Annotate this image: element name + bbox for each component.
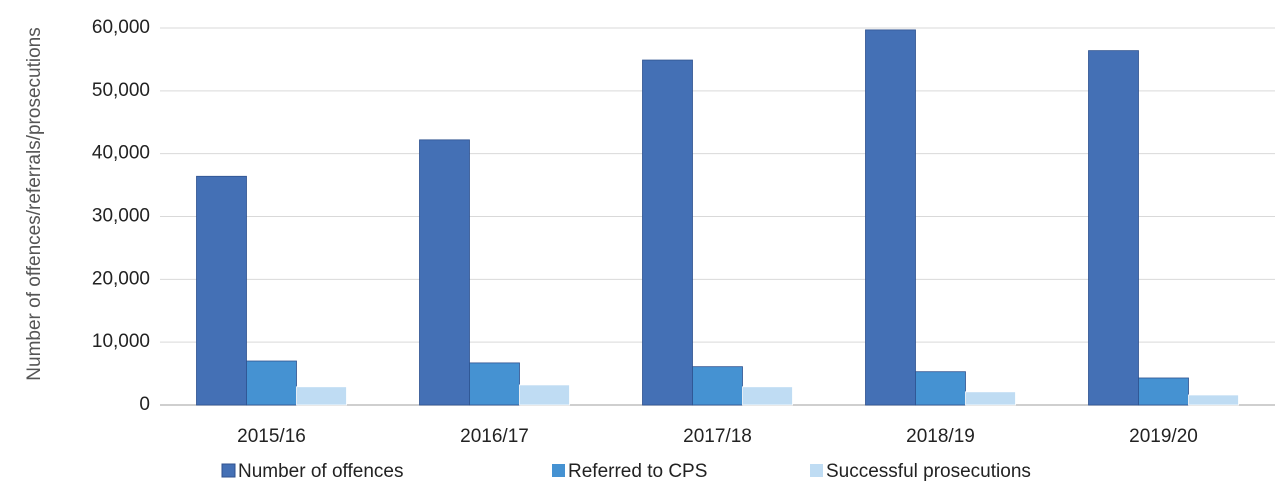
bar: [692, 366, 743, 406]
bar: [469, 362, 520, 406]
bar: [915, 371, 966, 406]
bar: [1088, 50, 1139, 406]
y-tick-label: 0: [139, 394, 150, 415]
x-tick-label: 2018/19: [906, 426, 975, 447]
bar: [246, 360, 297, 406]
legend-swatch: [221, 463, 236, 478]
bar: [1188, 394, 1239, 406]
bar: [1138, 377, 1189, 406]
y-tick-label: 10,000: [92, 331, 150, 352]
y-tick-label: 60,000: [92, 17, 150, 38]
bar: [965, 391, 1016, 406]
y-tick-label: 50,000: [92, 80, 150, 101]
legend-label: Referred to CPS: [568, 461, 707, 482]
legend-swatch: [552, 464, 565, 477]
legend-label: Number of offences: [238, 461, 403, 482]
y-tick-label: 30,000: [92, 206, 150, 227]
y-axis-title: Number of offences/referrals/prosecution…: [24, 27, 45, 381]
y-tick-label: 20,000: [92, 268, 150, 289]
bar: [196, 175, 247, 406]
bar: [865, 29, 916, 406]
bar: [519, 384, 570, 406]
x-tick-label: 2016/17: [460, 426, 529, 447]
x-tick-label: 2017/18: [683, 426, 752, 447]
bar: [419, 139, 470, 406]
legend-label: Successful prosecutions: [826, 461, 1031, 482]
x-tick-label: 2015/16: [237, 426, 306, 447]
x-tick-label: 2019/20: [1129, 426, 1198, 447]
bar: [296, 386, 347, 406]
bar: [642, 59, 693, 406]
y-tick-label: 40,000: [92, 143, 150, 164]
legend-swatch: [810, 464, 823, 477]
bar: [742, 386, 793, 406]
